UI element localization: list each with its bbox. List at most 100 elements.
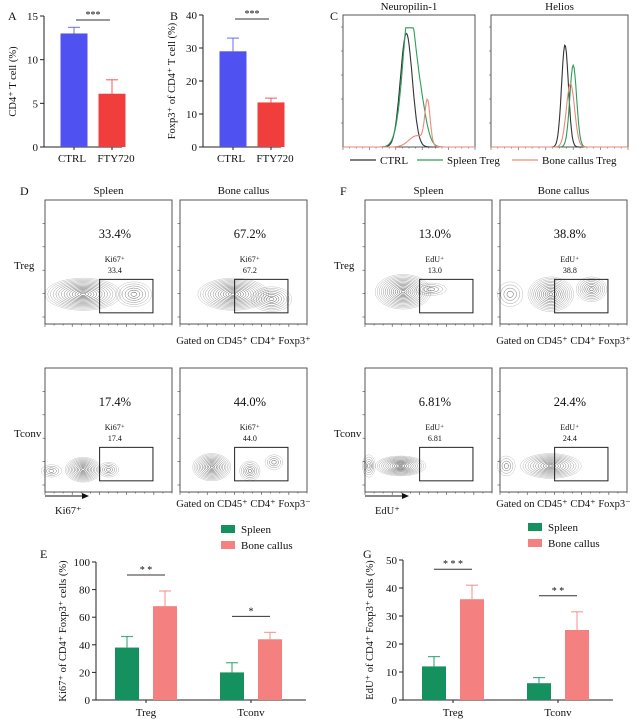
- significance-label: * *: [552, 586, 565, 597]
- contour-line: [263, 294, 280, 305]
- contour-line: [585, 284, 598, 295]
- contour-line: [121, 285, 147, 303]
- chart-B: 0 10 20 30 40 CTRL FTY720 *** Foxp3⁺ of CD4⁺ T c…: [167, 9, 294, 165]
- contour-line: [400, 290, 406, 294]
- contour-line: [208, 464, 216, 470]
- panel-label-A: A: [8, 9, 17, 23]
- axis-arrow-label: Ki67⁺: [55, 506, 82, 517]
- histogram-line-ctrl: [343, 32, 475, 148]
- contour-line: [540, 461, 562, 471]
- contour-line: [533, 280, 569, 308]
- contour-line: [579, 279, 604, 299]
- contour-line: [102, 464, 115, 475]
- bar-spleen: [220, 672, 244, 700]
- contour-line: [398, 289, 408, 295]
- y-axis-label: CD4⁺ T cell (%): [8, 46, 19, 117]
- contour-line: [537, 283, 565, 305]
- contour-line: [506, 290, 514, 298]
- contour-line: [383, 459, 418, 473]
- contour-line: [195, 455, 228, 479]
- contour-line: [242, 464, 257, 478]
- y-tick-label: 20: [79, 667, 91, 679]
- contour-line: [587, 285, 596, 293]
- contour-line: [497, 281, 524, 307]
- contour-line: [209, 465, 214, 469]
- histogram-helios: Helios: [489, 1, 629, 150]
- flow-grid-D: Spleen Bone callusTregTconv33.4%Ki67⁺33.4…: [14, 185, 311, 517]
- y-tick-label: 15: [27, 11, 39, 23]
- panel-label-E: E: [40, 547, 47, 561]
- gate-box: [234, 278, 289, 314]
- significance-label: ***: [245, 9, 260, 20]
- contour-line: [230, 292, 237, 296]
- gating-note: Gated on CD45⁺ CD4⁺ Foxp3⁺: [496, 336, 630, 347]
- gating-note: Gated on CD45⁺ CD4⁺ Foxp3⁻: [496, 499, 630, 510]
- contour-line: [501, 460, 512, 472]
- contour-line: [500, 284, 520, 304]
- contour-line: [497, 455, 516, 477]
- legend-label: Bone callus Treg: [542, 155, 617, 167]
- contour-line: [44, 277, 122, 311]
- gate-value: 38.8: [563, 266, 577, 275]
- contour-line: [222, 289, 244, 300]
- row-label: Treg: [14, 260, 35, 272]
- significance-label: *: [249, 606, 254, 617]
- contour-line: [415, 282, 447, 296]
- contour-line: [52, 281, 114, 308]
- contour-line: [244, 465, 256, 477]
- contour-line: [376, 275, 430, 309]
- x-tick-label: Treg: [443, 707, 464, 719]
- gate-percent: 24.4%: [554, 395, 586, 409]
- bar-spleen: [115, 647, 139, 700]
- contour-line: [386, 281, 420, 302]
- contour-line: [531, 279, 571, 309]
- gate-label: EdU⁺: [425, 255, 444, 264]
- contour-line: [362, 454, 376, 478]
- contour-line: [398, 464, 403, 468]
- flow-plot: 44.0% Ki67⁺ 44.0: [177, 367, 308, 495]
- axis-arrow-label: EdU⁺: [375, 506, 400, 517]
- contour-line: [100, 463, 117, 476]
- gate-value: 6.81: [428, 434, 442, 443]
- y-tick-label: 30: [386, 611, 398, 623]
- contour-line: [63, 285, 103, 303]
- panel-label-D: D: [20, 184, 29, 198]
- bar-bone-callus: [258, 639, 282, 700]
- contour-line: [72, 462, 94, 478]
- contour-line: [396, 287, 410, 296]
- contour-line: [527, 276, 574, 312]
- contour-line: [387, 460, 414, 472]
- column-title: Bone callus: [218, 185, 270, 197]
- contour-line: [261, 292, 282, 306]
- contour-line: [364, 459, 373, 473]
- y-tick-label: 0: [33, 142, 39, 154]
- contour-line: [250, 286, 293, 312]
- histogram-line-spleen-treg: [491, 63, 628, 148]
- contour-line: [390, 284, 416, 300]
- contour-line: [215, 285, 252, 303]
- contour-line: [589, 287, 594, 292]
- flow-plot: 6.81% EdU⁺ 6.81: [362, 367, 493, 495]
- contour-line: [367, 463, 371, 469]
- gate-percent: 38.8%: [554, 227, 586, 241]
- y-tick-label: 0: [392, 695, 398, 707]
- panel-label-F: F: [340, 184, 347, 198]
- contour-line: [73, 463, 93, 477]
- y-tick-label: 10: [186, 109, 198, 121]
- contour-line: [529, 278, 573, 311]
- y-axis-label: Foxp3⁺ of CD4⁺ T cell (%): [167, 22, 178, 139]
- contour-line: [127, 289, 141, 299]
- gate-box: [419, 446, 474, 482]
- y-tick-label: 40: [386, 583, 398, 595]
- contour-line: [40, 464, 62, 478]
- contour-line: [532, 458, 569, 474]
- contour-line: [377, 456, 425, 476]
- chart-G: 0 10 20 30 40 50 Treg * * * Tconv * * Spleen Bone c…: [365, 522, 613, 719]
- gate-label: EdU⁺: [560, 255, 579, 264]
- contour-line: [583, 282, 600, 296]
- contour-line: [194, 454, 230, 480]
- flow-plot: 67.2% Ki67⁺ 67.2: [177, 199, 308, 327]
- contour-line: [80, 292, 87, 296]
- contour-line: [520, 453, 582, 479]
- contour-line: [385, 459, 416, 472]
